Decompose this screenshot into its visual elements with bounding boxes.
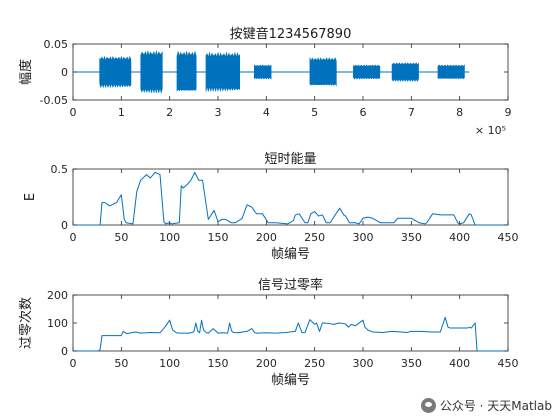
- x-tick-label: 0: [70, 231, 77, 244]
- watermark-text: 公众号 · 天天Matlab: [439, 399, 552, 413]
- x-tick-label: 1: [118, 106, 125, 119]
- x-tick-label: 400: [449, 231, 470, 244]
- y-axis-label: 幅度: [18, 59, 34, 85]
- subplot-title: 按键音1234567890: [230, 26, 352, 42]
- x-tick-label: 250: [304, 357, 325, 370]
- x-tick-label: 0: [70, 357, 77, 370]
- axes-frame: [72, 168, 509, 226]
- x-tick-label: 200: [256, 231, 277, 244]
- x-tick-label: 350: [401, 357, 422, 370]
- x-axis-label: 帧编号: [271, 247, 310, 262]
- x-tick-label: 4: [263, 106, 270, 119]
- subplot-zero-crossing: 0 50 100 150 200 250 300 350 400 450 0 100 200 信号过零率过…: [18, 277, 519, 388]
- signal-burst-7: [353, 64, 381, 80]
- y-tick-label: -0.05: [40, 94, 68, 107]
- x-tick-label: 150: [208, 231, 229, 244]
- y-tick-label: 200: [47, 289, 68, 302]
- x-tick-label: 300: [353, 357, 374, 370]
- y-axis-label: 过零次数: [18, 297, 34, 349]
- signal-burst-3: [176, 51, 197, 93]
- x-tick-label: 6: [360, 106, 367, 119]
- y-axis-label: E: [23, 193, 38, 201]
- series-line: [73, 316, 508, 352]
- x-tick-label: 5: [311, 106, 318, 119]
- signal-burst-6: [309, 56, 337, 87]
- signal-burst-4: [205, 51, 240, 93]
- x-tick-label: 100: [159, 231, 180, 244]
- y-tick-label: 100: [47, 317, 68, 330]
- x-tick-label: 2: [166, 106, 173, 119]
- x-tick-label: 50: [114, 357, 128, 370]
- x-tick-label: 0: [70, 106, 77, 119]
- x-tick-label: 200: [256, 357, 277, 370]
- watermark: 公众号 · 天天Matlab: [420, 397, 552, 414]
- signal-burst-8: [391, 62, 419, 83]
- axes-frame: [72, 294, 509, 352]
- x-tick-label: 250: [304, 231, 325, 244]
- subplot-title: 信号过零率: [258, 277, 323, 293]
- x-exponent-label: × 10⁵: [475, 124, 506, 137]
- x-tick-label: 7: [408, 106, 415, 119]
- wechat-icon: [420, 398, 436, 413]
- x-tick-label: 9: [505, 106, 512, 119]
- series-line: [73, 171, 508, 226]
- x-tick-label: 450: [498, 231, 519, 244]
- x-tick-label: 450: [498, 357, 519, 370]
- signal-burst-2: [140, 50, 163, 94]
- y-tick-label: 0.5: [51, 163, 69, 176]
- y-tick-label: 0.05: [44, 38, 69, 51]
- x-tick-label: 50: [114, 231, 128, 244]
- x-tick-label: 8: [456, 106, 463, 119]
- x-tick-label: 100: [159, 357, 180, 370]
- subplot-energy: 0 50 100 150 200 250 300 350 400 450 0 0.5 短时能量 E 帧编号: [23, 152, 519, 262]
- y-tick-label: 0: [61, 345, 68, 358]
- signal-burst-1: [99, 55, 132, 89]
- x-tick-label: 300: [353, 231, 374, 244]
- x-tick-label: 3: [215, 106, 222, 119]
- x-tick-label: 150: [208, 357, 229, 370]
- y-tick-label: 0: [61, 219, 68, 232]
- signal-burst-5: [254, 64, 272, 81]
- x-tick-label: 350: [401, 231, 422, 244]
- x-tick-label: 400: [449, 357, 470, 370]
- y-tick-label: 0: [61, 66, 68, 79]
- subplot-title: 短时能量: [264, 152, 316, 167]
- x-axis-label: 帧编号: [271, 373, 310, 388]
- signal-burst-9: [437, 63, 465, 80]
